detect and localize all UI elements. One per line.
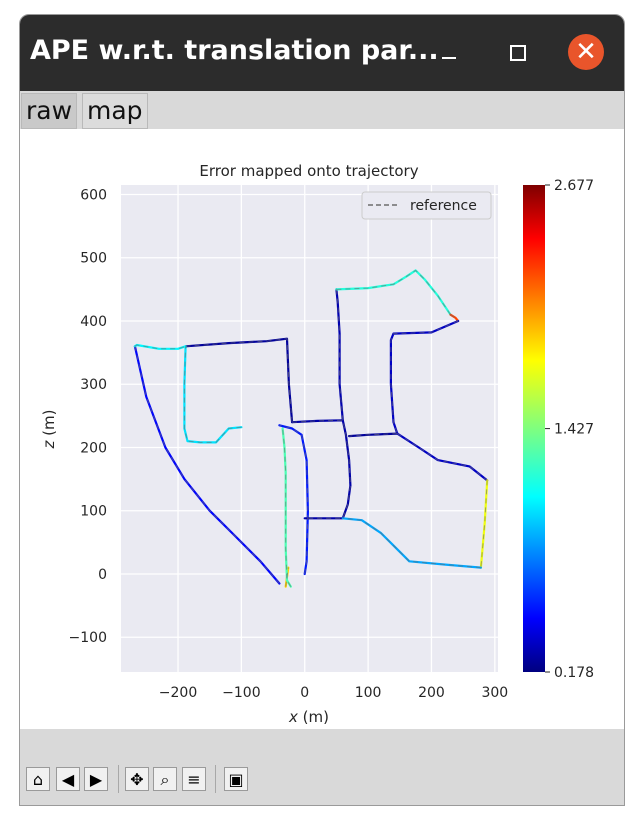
y-tick-label: 0: [98, 567, 107, 583]
maximize-icon[interactable]: [504, 39, 532, 67]
save-icon[interactable]: ▣: [224, 767, 248, 791]
x-tick-label: 0: [300, 685, 309, 701]
toolbar: ⌂ ◀ ▶ ✥ ⌕ ≡ ▣: [20, 729, 624, 805]
legend: reference: [361, 191, 492, 220]
reference-line-segment: [134, 344, 186, 350]
y-ticks: −100 0 100 200 300 400 500 600: [69, 187, 107, 646]
window-title: APE w.r.t. translation par...: [30, 35, 439, 66]
x-tick-label: −200: [159, 685, 197, 701]
forward-icon[interactable]: ▶: [84, 767, 108, 791]
colorbar-ticks: 0.178 1.427 2.677: [545, 178, 594, 681]
chart-title: Error mapped onto trajectory: [199, 162, 418, 180]
back-icon[interactable]: ◀: [56, 767, 80, 791]
title-bar: APE w.r.t. translation par... ✕: [20, 15, 624, 91]
trajectory-chart: Error mapped onto trajectory −200 −100 0 10…: [40, 162, 594, 726]
colorbar-tick-label: 2.677: [554, 178, 594, 194]
x-tick-label: 200: [418, 685, 445, 701]
legend-box: [361, 191, 492, 220]
reference-line-segment: [279, 424, 309, 575]
pan-icon[interactable]: ✥: [125, 767, 149, 791]
reference-line: [134, 269, 488, 587]
home-icon[interactable]: ⌂: [26, 767, 50, 791]
colorbar-tick-label: 1.427: [554, 422, 594, 438]
toolbar-separator: [118, 765, 119, 793]
close-icon[interactable]: ✕: [568, 34, 604, 70]
reference-line-segment: [282, 428, 292, 587]
y-tick-label: 600: [80, 187, 107, 203]
reference-line-segment: [183, 346, 242, 443]
reference-line-segment: [397, 433, 488, 481]
tab-raw[interactable]: raw: [21, 93, 78, 129]
toolbar-separator: [215, 765, 216, 793]
colorbar: [523, 185, 545, 672]
reference-line-segment: [349, 433, 398, 437]
y-tick-label: −100: [69, 630, 107, 646]
x-tick-label: 100: [355, 685, 382, 701]
app-window: APE w.r.t. translation par... ✕ raw map …: [19, 14, 625, 806]
grid: [121, 185, 498, 672]
y-tick-label: 200: [80, 440, 107, 456]
tab-bar: raw map: [20, 91, 624, 129]
x-ticks: −200 −100 0 100 200 300: [159, 685, 508, 701]
x-axis-label: x (m): [288, 708, 329, 726]
minimize-icon[interactable]: [438, 37, 462, 69]
configure-subplots-icon[interactable]: ≡: [182, 767, 206, 791]
y-tick-label: 300: [80, 377, 107, 393]
reference-line-segment: [185, 338, 293, 423]
tab-map[interactable]: map: [82, 93, 148, 129]
reference-line-segment: [450, 314, 459, 322]
y-axis-label: z (m): [40, 410, 58, 450]
x-tick-label: 300: [481, 685, 508, 701]
reference-line-segment: [134, 346, 280, 584]
plot-area: Error mapped onto trajectory −200 −100 0 10…: [20, 129, 624, 729]
trajectory-segment: [335, 288, 344, 422]
y-tick-label: 100: [80, 504, 107, 520]
reference-line-segment: [342, 517, 481, 569]
colorbar-tick-label: 0.178: [554, 665, 594, 681]
reference-line-segment: [480, 480, 488, 568]
reference-line-segment: [390, 320, 459, 434]
x-tick-label: −100: [222, 685, 260, 701]
legend-label: reference: [410, 198, 477, 214]
zoom-icon[interactable]: ⌕: [153, 767, 177, 791]
y-tick-label: 500: [80, 251, 107, 267]
reference-line-segment: [336, 269, 451, 315]
reference-line-segment: [292, 419, 351, 519]
y-tick-label: 400: [80, 314, 107, 330]
